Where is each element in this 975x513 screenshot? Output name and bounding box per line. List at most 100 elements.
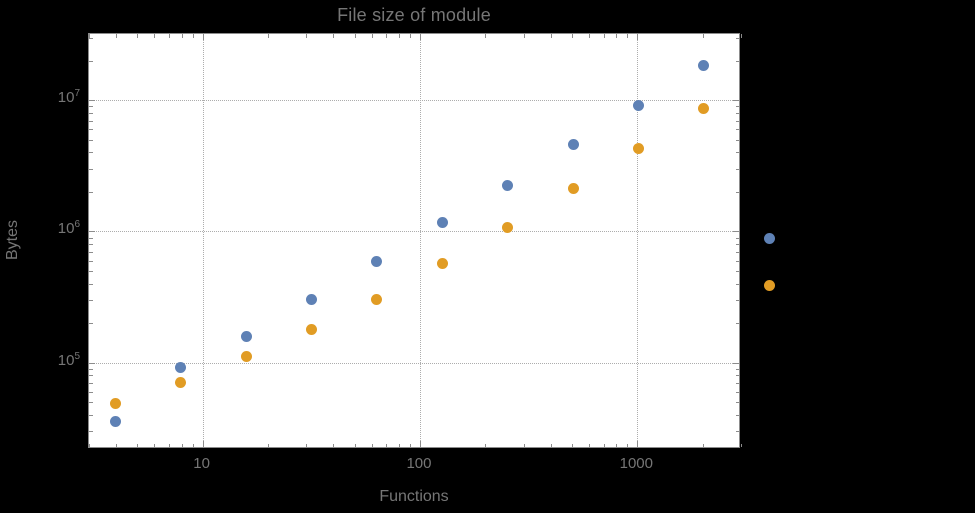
tick-mark [89, 168, 93, 170]
tick-mark [192, 34, 194, 38]
tick-mark [354, 443, 356, 447]
tick-mark [589, 443, 591, 447]
x-axis-label: Functions [379, 488, 449, 505]
tick-mark [735, 260, 739, 262]
chart-title: File size of module [337, 5, 491, 25]
tick-mark [735, 283, 739, 285]
tick-mark [735, 383, 739, 385]
tick-mark [89, 231, 95, 233]
tick-mark [154, 34, 156, 38]
tick-mark [371, 34, 373, 38]
tick-mark [202, 441, 204, 447]
y-tick-label: 106 [57, 219, 80, 238]
tick-mark [627, 34, 629, 38]
tick-mark [154, 443, 156, 447]
tick-mark [89, 100, 95, 102]
gridline-vertical [419, 34, 421, 447]
tick-mark [702, 34, 704, 38]
tick-mark [735, 323, 739, 325]
tick-mark [333, 34, 335, 38]
tick-mark [89, 106, 93, 108]
tick-mark [89, 383, 93, 385]
gridline-vertical [637, 34, 639, 447]
gridline-horizontal [89, 362, 739, 364]
tick-mark [419, 34, 421, 40]
tick-mark [181, 34, 183, 38]
tick-mark [192, 443, 194, 447]
tick-mark [603, 34, 605, 38]
tick-mark [89, 402, 93, 404]
x-tick-label: 10 [193, 455, 210, 472]
tick-mark [735, 300, 739, 302]
tick-mark [733, 100, 739, 102]
tick-mark [89, 300, 93, 302]
tick-mark [741, 443, 742, 447]
data-point-series-orange [763, 280, 775, 292]
tick-mark [89, 152, 93, 154]
tick-mark [410, 443, 412, 447]
tick-mark [168, 34, 170, 38]
tick-mark [89, 129, 93, 131]
tick-mark [637, 441, 639, 447]
tick-mark [735, 391, 739, 393]
tick-mark [202, 34, 204, 40]
tick-mark [398, 443, 400, 447]
tick-mark [268, 443, 270, 447]
x-tick-label: 1000 [619, 455, 653, 472]
tick-mark [89, 191, 93, 193]
tick-mark [571, 443, 573, 447]
tick-mark [637, 34, 639, 40]
tick-mark [116, 443, 118, 447]
gridline-horizontal [89, 100, 739, 102]
tick-mark [735, 139, 739, 141]
tick-mark [89, 368, 93, 370]
tick-mark [89, 60, 93, 62]
gridline-vertical [202, 34, 204, 447]
tick-mark [735, 237, 739, 239]
tick-mark [89, 112, 93, 114]
tick-mark [89, 431, 93, 433]
tick-mark [735, 368, 739, 370]
tick-mark [137, 34, 139, 38]
tick-mark [386, 34, 388, 38]
tick-mark [181, 443, 183, 447]
tick-mark [616, 443, 618, 447]
tick-mark [89, 323, 93, 325]
tick-mark [550, 34, 552, 38]
tick-mark [735, 120, 739, 122]
tick-mark [89, 237, 93, 239]
tick-mark [733, 362, 739, 364]
tick-mark [735, 106, 739, 108]
tick-mark [735, 251, 739, 253]
tick-mark [89, 443, 90, 447]
tick-mark [603, 443, 605, 447]
tick-mark [386, 443, 388, 447]
tick-mark [89, 139, 93, 141]
tick-mark [485, 443, 487, 447]
tick-mark [398, 34, 400, 38]
tick-mark [89, 260, 93, 262]
tick-mark [89, 270, 93, 272]
tick-mark [410, 34, 412, 38]
tick-mark [735, 168, 739, 170]
tick-mark [550, 443, 552, 447]
tick-mark [627, 443, 629, 447]
tick-mark [735, 244, 739, 246]
tick-mark [735, 414, 739, 416]
tick-mark [735, 375, 739, 377]
tick-mark [89, 244, 93, 246]
tick-mark [89, 362, 95, 364]
tick-mark [354, 34, 356, 38]
tick-mark [89, 414, 93, 416]
tick-mark [306, 443, 308, 447]
tick-mark [616, 34, 618, 38]
tick-mark [485, 34, 487, 38]
tick-mark [523, 443, 525, 447]
tick-mark [89, 251, 93, 253]
tick-mark [735, 129, 739, 131]
tick-mark [89, 34, 90, 38]
tick-mark [89, 37, 93, 39]
tick-mark [371, 443, 373, 447]
tick-mark [741, 34, 742, 38]
x-tick-label: 100 [406, 455, 432, 472]
